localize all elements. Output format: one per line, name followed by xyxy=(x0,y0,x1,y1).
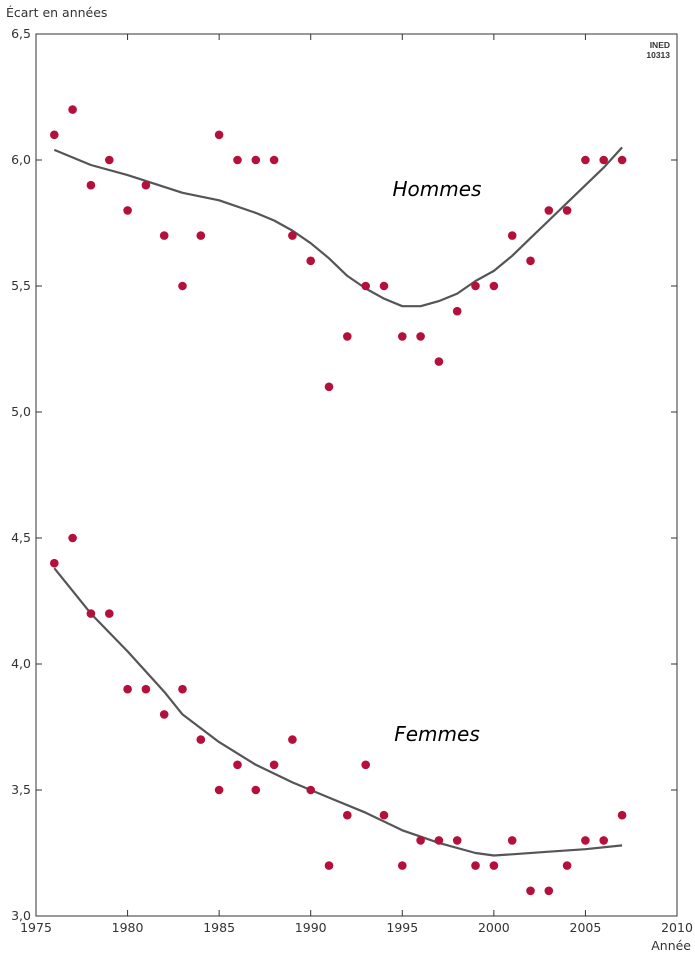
data-point-femmes xyxy=(141,684,151,694)
x-tick-label: 2000 xyxy=(478,920,510,935)
data-point-hommes xyxy=(233,155,242,165)
data-point-hommes xyxy=(599,155,608,165)
data-point-femmes xyxy=(562,861,572,870)
data-point-femmes xyxy=(50,558,59,568)
data-point-femmes xyxy=(581,836,590,845)
data-point-hommes xyxy=(86,180,96,190)
x-tick-label: 1980 xyxy=(112,920,144,935)
data-point-femmes xyxy=(324,861,334,870)
y-tick-label: 3,0 xyxy=(11,908,31,923)
data-point-hommes xyxy=(343,332,352,341)
series-label-hommes: Hommes xyxy=(393,177,482,201)
data-point-hommes xyxy=(452,306,462,316)
data-point-femmes xyxy=(105,609,114,618)
y-tick-label: 5,5 xyxy=(11,278,31,293)
data-point-femmes xyxy=(599,836,608,845)
x-tick-label: 2010 xyxy=(661,920,693,935)
data-point-hommes xyxy=(269,155,279,165)
data-point-hommes xyxy=(159,231,169,240)
y-tick-label: 4,0 xyxy=(11,656,31,671)
data-point-hommes xyxy=(123,206,132,215)
data-point-hommes xyxy=(434,357,444,366)
data-point-hommes xyxy=(214,130,224,140)
x-tick-label: 2005 xyxy=(570,920,602,935)
data-point-femmes xyxy=(361,760,371,770)
data-point-hommes xyxy=(398,332,407,341)
data-point-hommes xyxy=(489,281,499,291)
data-point-femmes xyxy=(269,760,279,770)
data-point-femmes xyxy=(416,836,425,845)
x-axis: 1975 1980 1985 1990 1995 2000 2005 2010 xyxy=(20,34,693,935)
trend-line-femmes xyxy=(53,567,623,857)
data-point-femmes xyxy=(526,886,535,896)
x-tick-label: 1975 xyxy=(20,920,52,935)
y-axis: 3,0 3,5 4,0 4,5 5,0 5,5 6,0 6,5 xyxy=(11,26,677,923)
data-point-femmes xyxy=(233,760,242,770)
data-point-hommes xyxy=(251,155,261,165)
x-tick-label: 1995 xyxy=(386,920,418,935)
data-point-femmes xyxy=(379,810,389,820)
source-code-line-1: INED xyxy=(650,40,670,50)
data-point-hommes xyxy=(141,180,151,190)
data-point-femmes xyxy=(398,861,407,870)
y-axis-title: Écart en années xyxy=(6,5,107,20)
data-point-femmes xyxy=(178,684,187,694)
data-point-femmes xyxy=(251,785,261,795)
series-label-femmes: Femmes xyxy=(394,722,480,746)
data-point-hommes xyxy=(178,281,187,291)
data-point-hommes xyxy=(379,281,389,291)
data-point-hommes xyxy=(617,155,627,165)
y-tick-label: 3,5 xyxy=(11,782,31,797)
data-point-hommes xyxy=(105,155,114,165)
data-point-femmes xyxy=(159,710,169,719)
trend-lines xyxy=(53,146,623,857)
x-axis-title: Année xyxy=(651,938,691,953)
data-point-hommes xyxy=(324,382,334,392)
source-code-line-2: 10313 xyxy=(646,50,670,60)
x-tick-label: 1985 xyxy=(203,920,235,935)
data-point-femmes xyxy=(434,836,444,845)
data-point-femmes xyxy=(471,861,480,870)
data-point-femmes xyxy=(86,609,96,618)
x-tick-label: 1990 xyxy=(295,920,327,935)
data-point-hommes xyxy=(562,206,572,215)
data-point-femmes xyxy=(214,785,224,795)
data-point-femmes xyxy=(617,810,627,820)
data-point-femmes xyxy=(123,684,132,694)
plot-frame xyxy=(35,33,678,917)
y-tick-label: 6,0 xyxy=(11,152,31,167)
data-point-femmes xyxy=(544,886,554,896)
trend-line-hommes xyxy=(53,146,623,308)
data-point-femmes xyxy=(196,735,206,744)
data-point-hommes xyxy=(581,155,590,165)
data-point-hommes xyxy=(68,105,77,114)
data-point-hommes xyxy=(306,256,316,266)
data-point-femmes xyxy=(452,836,462,845)
data-point-femmes xyxy=(343,810,352,820)
data-point-hommes xyxy=(544,206,554,215)
data-point-femmes xyxy=(507,836,517,845)
data-point-femmes xyxy=(489,861,499,870)
y-tick-label: 4,5 xyxy=(11,530,31,545)
data-point-hommes xyxy=(196,231,206,240)
data-point-femmes xyxy=(68,533,77,543)
data-point-hommes xyxy=(416,332,425,341)
data-point-hommes xyxy=(361,281,371,291)
data-point-hommes xyxy=(50,130,59,140)
data-points xyxy=(50,105,627,896)
data-point-hommes xyxy=(471,281,480,291)
y-tick-label: 5,0 xyxy=(11,404,31,419)
data-point-femmes xyxy=(288,735,297,744)
data-point-hommes xyxy=(507,231,517,240)
data-point-femmes xyxy=(306,785,316,795)
y-tick-label: 6,5 xyxy=(11,26,31,41)
data-point-hommes xyxy=(526,256,535,266)
source-code-label: INED 10313 xyxy=(646,40,670,60)
data-point-hommes xyxy=(288,231,297,240)
